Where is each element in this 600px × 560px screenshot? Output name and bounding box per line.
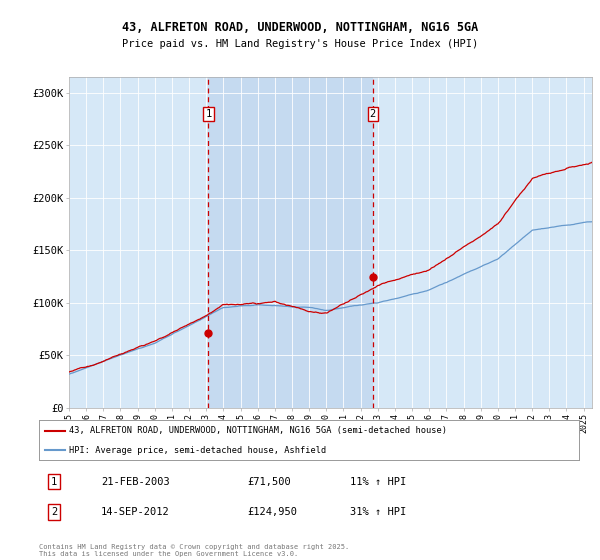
Text: 14-SEP-2012: 14-SEP-2012: [101, 507, 170, 517]
Text: 43, ALFRETON ROAD, UNDERWOOD, NOTTINGHAM, NG16 5GA (semi-detached house): 43, ALFRETON ROAD, UNDERWOOD, NOTTINGHAM…: [69, 426, 446, 435]
Text: 2: 2: [370, 109, 376, 119]
Text: 11% ↑ HPI: 11% ↑ HPI: [349, 477, 406, 487]
Text: 2: 2: [51, 507, 57, 517]
Text: 1: 1: [51, 477, 57, 487]
Bar: [208, 77, 373, 408]
Text: Price paid vs. HM Land Registry's House Price Index (HPI): Price paid vs. HM Land Registry's House …: [122, 39, 478, 49]
Text: 1: 1: [205, 109, 212, 119]
Text: £71,500: £71,500: [247, 477, 290, 487]
Text: 43, ALFRETON ROAD, UNDERWOOD, NOTTINGHAM, NG16 5GA: 43, ALFRETON ROAD, UNDERWOOD, NOTTINGHAM…: [122, 21, 478, 34]
Text: £124,950: £124,950: [247, 507, 297, 517]
Text: Contains HM Land Registry data © Crown copyright and database right 2025.
This d: Contains HM Land Registry data © Crown c…: [39, 544, 349, 557]
Text: HPI: Average price, semi-detached house, Ashfield: HPI: Average price, semi-detached house,…: [69, 446, 326, 455]
Text: 21-FEB-2003: 21-FEB-2003: [101, 477, 170, 487]
Text: 31% ↑ HPI: 31% ↑ HPI: [349, 507, 406, 517]
